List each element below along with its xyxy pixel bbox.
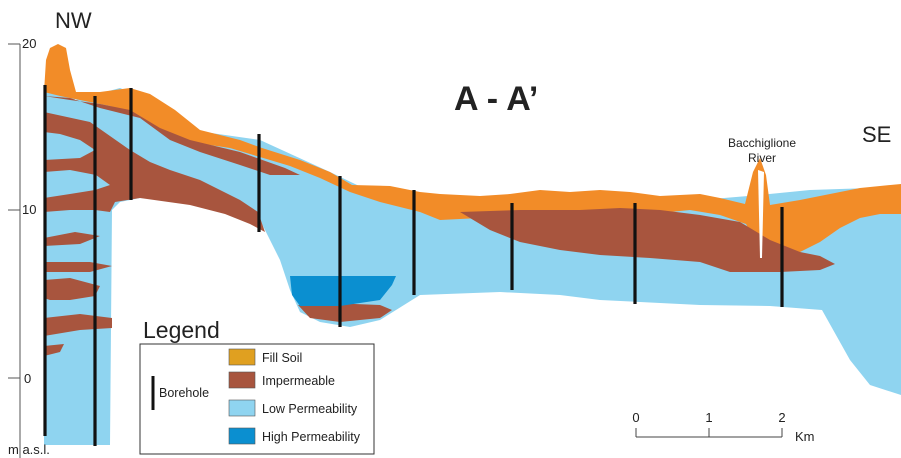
orientation-se: SE [862, 122, 891, 147]
legend-frame [139, 343, 375, 455]
river-label-line2: River [748, 151, 776, 165]
orientation-nw: NW [55, 8, 92, 33]
impermeable-band-upper [44, 96, 300, 175]
river-channel [758, 170, 764, 258]
impermeable-band-main [44, 112, 265, 232]
scale-tick-0: 0 [632, 410, 639, 425]
high-permeability-lens [290, 276, 396, 306]
legend-swatch-impermeable [228, 371, 256, 389]
scale-tick-2: 2 [778, 410, 785, 425]
scale-unit: Km [795, 429, 815, 444]
elevation-tick-0: 0 [24, 371, 31, 386]
legend-label-impermeable: Impermeable [262, 374, 335, 388]
elevation-tick-10: 10 [22, 202, 36, 217]
legend-swatch-high-permeability [228, 427, 256, 445]
legend-label-fill-soil: Fill Soil [262, 351, 302, 365]
section-title: A - A’ [454, 80, 538, 118]
legend-swatch-low-permeability [228, 399, 256, 417]
river-label-line1: Bacchiglione [728, 136, 796, 150]
legend-label-high-permeability: High Permeability [262, 430, 361, 444]
impermeable-band-se [460, 208, 835, 272]
elevation-axis [8, 43, 21, 458]
legend-title: Legend [143, 317, 220, 343]
legend-label-low-permeability: Low Permeability [262, 402, 358, 416]
elevation-tick-20: 20 [22, 36, 36, 51]
legend-borehole-label: Borehole [159, 386, 209, 400]
legend-swatch-fill-soil [228, 348, 256, 366]
impermeable-lens-1 [44, 232, 100, 246]
elevation-unit-label: m a.s.l. [8, 442, 50, 457]
scale-bar [635, 428, 783, 438]
scale-tick-1: 1 [705, 410, 712, 425]
impermeable-lens-3 [44, 278, 100, 300]
impermeable-base-lens [298, 303, 392, 322]
impermeable-lens-5 [44, 344, 64, 356]
boreholes [43, 85, 784, 446]
fill-soil-layer [44, 44, 901, 256]
